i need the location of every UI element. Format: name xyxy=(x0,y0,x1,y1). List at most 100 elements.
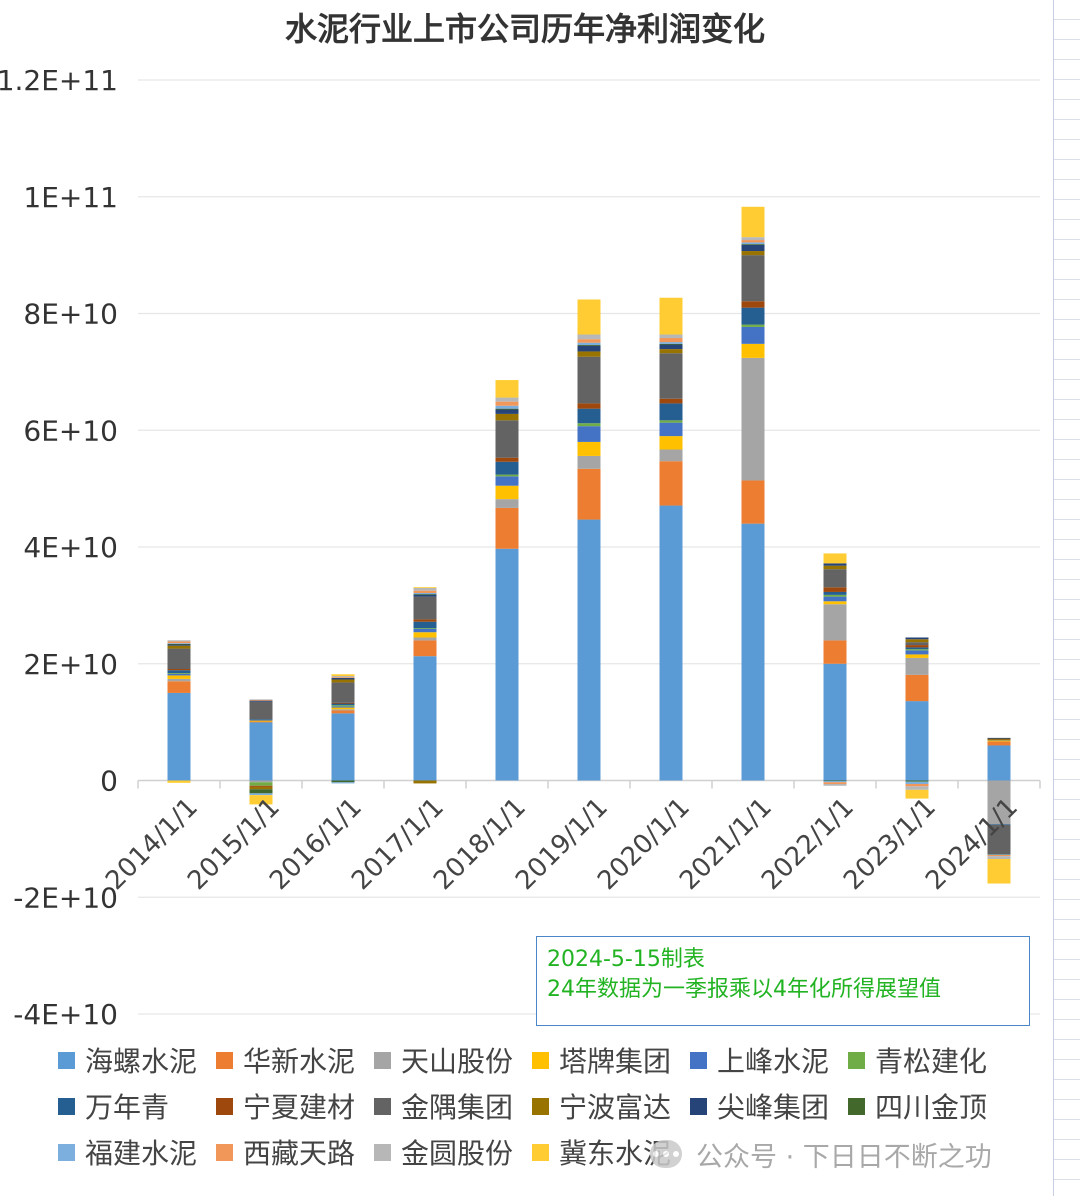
bar-segment xyxy=(331,707,355,710)
bar-segment xyxy=(659,334,683,339)
bars xyxy=(167,206,1011,884)
bar-segment xyxy=(987,740,1011,742)
bar-segment xyxy=(167,643,191,645)
bar-segment xyxy=(823,565,847,570)
bar-segment xyxy=(905,784,929,787)
bar-segment xyxy=(331,706,355,708)
legend-label: 金隅集团 xyxy=(401,1091,514,1124)
bar-segment xyxy=(659,343,683,345)
bar-segment xyxy=(987,738,1011,740)
legend-swatch xyxy=(216,1097,233,1115)
bar-segment xyxy=(413,594,437,595)
legend-swatch xyxy=(532,1097,549,1115)
y-tick-label: 0 xyxy=(100,765,118,798)
bar-segment xyxy=(905,639,929,643)
legend-swatch xyxy=(58,1097,75,1115)
bar-segment xyxy=(659,403,683,421)
bar-segment xyxy=(495,474,519,477)
bar-segment xyxy=(741,343,765,358)
bar-segment xyxy=(905,781,929,785)
bar-segment xyxy=(659,353,683,399)
bar-segment xyxy=(495,420,519,458)
bar-segment xyxy=(331,677,355,678)
bar-segment xyxy=(823,780,847,782)
legend-item: 宁波富达 xyxy=(532,1088,690,1124)
bar-segment xyxy=(331,674,355,677)
bar-segment xyxy=(577,345,601,352)
legend-item: 西藏天路 xyxy=(216,1134,374,1170)
bar-segment xyxy=(495,499,519,508)
legend-swatch xyxy=(848,1051,865,1069)
legend-item: 天山股份 xyxy=(374,1042,532,1078)
bar-segment xyxy=(741,480,765,524)
bar-segment xyxy=(167,641,191,644)
legend-item: 上峰水泥 xyxy=(690,1042,848,1078)
bar-segment xyxy=(741,324,765,327)
legend-item: 宁夏建材 xyxy=(216,1088,374,1124)
bar-segment xyxy=(823,569,847,588)
bar-segment xyxy=(659,349,683,354)
legend-item: 福建水泥 xyxy=(58,1134,216,1170)
chart-title: 水泥行业上市公司历年净利润变化 xyxy=(285,10,765,48)
legend-label: 天山股份 xyxy=(401,1045,514,1078)
bar-segment xyxy=(823,604,847,641)
legend-item: 四川金顶 xyxy=(848,1088,1006,1124)
bar-segment xyxy=(659,297,683,335)
bar-segment xyxy=(905,645,929,648)
legend-item: 金圆股份 xyxy=(374,1134,532,1170)
bar-segment xyxy=(331,677,355,680)
bar-segment xyxy=(167,675,191,679)
bar-segment xyxy=(905,647,929,650)
bar-segment xyxy=(331,713,355,781)
bar-segment xyxy=(167,645,191,649)
bar-segment xyxy=(577,403,601,409)
watermark: 公众号 · 下日日不断之功 xyxy=(650,1136,992,1173)
bar-segment xyxy=(413,640,437,657)
legend-label: 青松建化 xyxy=(875,1045,988,1078)
bar-segment xyxy=(577,345,601,346)
bar-segment xyxy=(823,663,847,781)
bar-segment xyxy=(331,676,355,678)
legend-swatch xyxy=(532,1143,549,1161)
bar-segment xyxy=(659,422,683,437)
legend-label: 塔牌集团 xyxy=(559,1045,672,1078)
bar-segment xyxy=(249,795,273,805)
bar-segment xyxy=(741,357,765,481)
bar-segment xyxy=(823,563,847,566)
note-box: 2024-5-15制表 24年数据为一季报乘以4年化所得展望值 xyxy=(536,936,1030,1026)
legend-item: 尖峰集团 xyxy=(690,1088,848,1124)
bar-segment xyxy=(823,784,847,786)
bar-segment xyxy=(331,682,355,703)
legend-label: 上峰水泥 xyxy=(717,1045,830,1078)
bar-segment xyxy=(905,780,929,782)
chart-canvas: 水泥行业上市公司历年净利润变化 1.2E+11 1E+11 8E+10 6E+10 4E… xyxy=(0,10,1041,1031)
bar-segment xyxy=(331,782,355,784)
bar-segment xyxy=(249,722,273,781)
bar-segment xyxy=(167,670,191,674)
legend-label: 金圆股份 xyxy=(401,1137,514,1170)
bar-segment xyxy=(495,507,519,549)
bar-segment xyxy=(331,679,355,683)
bar-segment xyxy=(905,789,929,799)
bar-segment xyxy=(987,854,1011,856)
legend-swatch xyxy=(216,1051,233,1069)
bar-segment xyxy=(413,590,437,593)
bar-segment xyxy=(987,824,1011,855)
bar-segment xyxy=(331,702,355,704)
y-axis-ticks: 1.2E+11 1E+11 8E+10 6E+10 4E+10 2E+10 0 -2E+10 -… xyxy=(0,64,118,1031)
bar-segment xyxy=(249,720,273,722)
legend-swatch xyxy=(216,1143,233,1161)
bar-segment xyxy=(659,505,683,781)
bar-segment xyxy=(249,793,273,796)
bar-segment xyxy=(413,628,437,633)
legend-label: 万年青 xyxy=(85,1091,170,1124)
bar-segment xyxy=(659,342,683,344)
bar-segment xyxy=(577,334,601,340)
bar-segment xyxy=(659,338,683,343)
bar-segment xyxy=(741,244,765,245)
bar-segment xyxy=(577,468,601,520)
bar-segment xyxy=(331,703,355,706)
bar-segment xyxy=(741,237,765,241)
bar-segment xyxy=(413,587,437,591)
legend-swatch xyxy=(848,1097,865,1115)
